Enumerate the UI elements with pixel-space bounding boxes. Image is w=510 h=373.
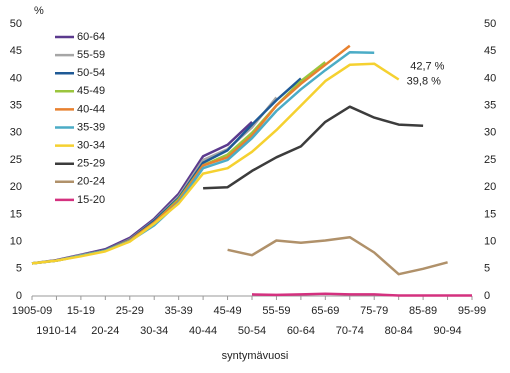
x-tick-label: 85-89 (409, 305, 437, 317)
y2-tick-label: 20 (484, 181, 496, 193)
y-tick-label: 25 (10, 154, 22, 166)
y2-tick-label: 5 (484, 263, 490, 275)
series-line (203, 105, 424, 190)
x-tick-label: 30-34 (140, 325, 168, 337)
legend-label: 60-64 (77, 31, 105, 43)
x-tick-label: 70-74 (336, 325, 364, 337)
value-label: 39,8 % (407, 75, 441, 87)
x-tick-label: 15-19 (67, 305, 95, 317)
y2-tick-label: 40 (484, 72, 496, 84)
y-tick-label: 5 (16, 263, 22, 275)
series-line (31, 61, 327, 265)
y2-tick-label: 45 (484, 45, 496, 57)
y2-tick-label: 10 (484, 236, 496, 248)
y-tick-label: 40 (10, 72, 22, 84)
y2-tick-label: 30 (484, 127, 496, 139)
x-tick-label: 35-39 (165, 305, 193, 317)
x-tick-label: 1905-09 (12, 305, 52, 317)
x-tick-label: 25-29 (116, 305, 144, 317)
y-tick-label: 35 (10, 100, 22, 112)
x-tick-label: 40-44 (189, 325, 217, 337)
y-axis-label: % (34, 5, 44, 17)
x-tick-label: 50-54 (238, 325, 266, 337)
x-tick-label: 20-24 (91, 325, 119, 337)
x-tick-label: 80-84 (385, 325, 413, 337)
legend-label: 55-59 (77, 49, 105, 61)
legend-label: 40-44 (77, 103, 105, 115)
legend-label: 35-39 (77, 121, 105, 133)
legend-label: 15-20 (77, 194, 105, 206)
legend-label: 30-34 (77, 140, 105, 152)
series-line (251, 292, 472, 297)
x-axis-label: syntymävuosi (222, 350, 289, 362)
y2-tick-label: 50 (484, 18, 496, 30)
y-tick-label: 50 (10, 18, 22, 30)
series-line (31, 77, 302, 265)
y2-tick-label: 15 (484, 208, 496, 220)
legend-label: 25-29 (77, 158, 105, 170)
y-tick-label: 15 (10, 208, 22, 220)
x-tick-label: 75-79 (360, 305, 388, 317)
x-tick-label: 65-69 (311, 305, 339, 317)
y-tick-label: 30 (10, 127, 22, 139)
legend-label: 45-49 (77, 85, 105, 97)
x-tick-label: 95-99 (458, 305, 486, 317)
value-label: 42,7 % (410, 61, 444, 73)
y-tick-label: 0 (16, 290, 22, 302)
series-line (31, 62, 400, 265)
legend-label: 20-24 (77, 176, 105, 188)
y-tick-label: 45 (10, 45, 22, 57)
x-tick-label: 45-49 (213, 305, 241, 317)
x-tick-label: 1910-14 (36, 325, 76, 337)
y2-tick-label: 25 (484, 154, 496, 166)
y2-tick-label: 0 (484, 290, 490, 302)
x-tick-label: 90-94 (433, 325, 461, 337)
x-tick-label: 60-64 (287, 325, 315, 337)
y-tick-label: 20 (10, 181, 22, 193)
y-tick-label: 10 (10, 236, 22, 248)
series-line (227, 235, 448, 276)
legend-label: 50-54 (77, 67, 105, 79)
x-tick-label: 55-59 (262, 305, 290, 317)
series-line (31, 120, 253, 265)
y2-tick-label: 35 (484, 100, 496, 112)
